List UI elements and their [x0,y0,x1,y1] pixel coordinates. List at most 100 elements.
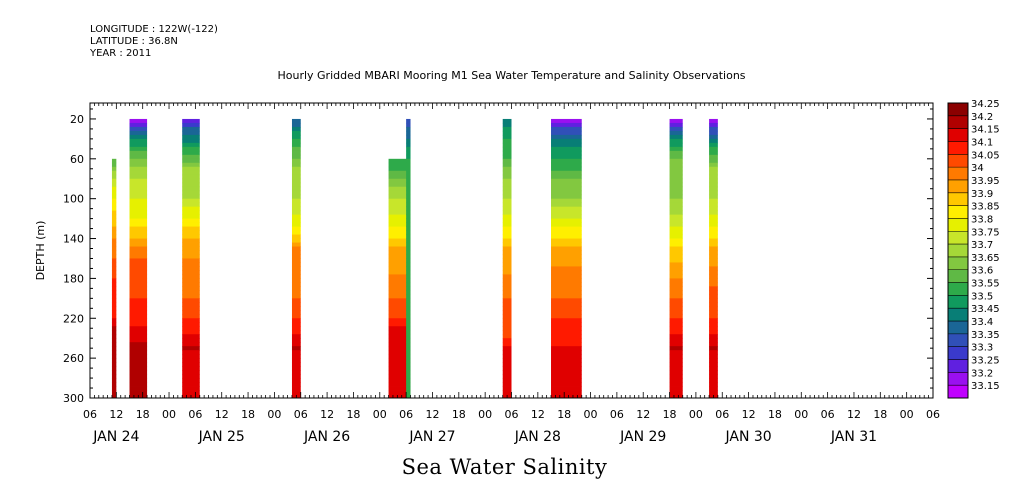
x-tick-label: 06 [715,408,729,421]
salinity-cell [129,262,148,267]
salinity-cell [111,238,117,243]
salinity-cell [406,234,411,239]
salinity-cell [182,194,200,200]
salinity-cell [709,242,718,247]
salinity-cell [111,362,117,367]
salinity-cell [388,318,411,323]
salinity-cell [182,298,200,303]
salinity-cell [406,274,411,279]
salinity-cell [291,258,301,263]
salinity-cell [669,366,683,371]
salinity-cell [406,154,411,160]
salinity-cell [709,122,718,128]
salinity-cell [406,258,411,263]
x-tick-label: 00 [267,408,281,421]
x-day-label: JAN 30 [724,429,771,445]
salinity-cell [502,302,512,307]
colorbar-swatch [948,231,968,245]
salinity-cell [291,242,301,247]
salinity-cell [669,378,683,383]
salinity-cell [129,266,148,271]
salinity-cell [502,254,512,259]
salinity-cell [388,278,411,283]
x-day-label: JAN 29 [619,429,666,445]
salinity-cell [182,290,200,295]
salinity-cell [502,162,512,168]
colorbar-label: 33.75 [971,227,1000,238]
salinity-cell [182,202,200,208]
salinity-cell [669,322,683,327]
salinity-cell [291,226,301,231]
salinity-cell [551,154,582,160]
data-columns [111,118,718,399]
salinity-cell [669,138,683,144]
salinity-cell [502,134,512,140]
salinity-cell [291,270,301,275]
x-tick-label: 12 [215,408,229,421]
salinity-cell [709,258,718,263]
colorbar-swatch [948,295,968,309]
salinity-cell [182,330,200,335]
salinity-cell [669,134,683,140]
x-tick-label: 00 [478,408,492,421]
salinity-cell [129,338,148,343]
x-tick-label: 06 [294,408,308,421]
x-tick-label: 12 [636,408,650,421]
colorbar-swatch [948,346,968,360]
salinity-cell [129,314,148,319]
salinity-cell [291,126,301,132]
salinity-cell [111,170,117,176]
salinity-cell [291,246,301,251]
salinity-cell [182,274,200,279]
salinity-cell [291,306,301,311]
salinity-cell [182,162,200,168]
salinity-cell [129,170,148,176]
salinity-cell [129,142,148,148]
salinity-cell [709,342,718,347]
salinity-cell [388,386,411,391]
salinity-cell [291,178,301,184]
salinity-cell [406,202,411,208]
salinity-cell [291,210,301,216]
salinity-cell [406,338,411,343]
colorbar-swatch [948,141,968,155]
salinity-cell [709,198,718,204]
salinity-cell [502,306,512,311]
salinity-cell [129,214,148,220]
salinity-cell [291,370,301,375]
salinity-cell [406,278,411,283]
salinity-cell [709,134,718,140]
salinity-cell [406,378,411,383]
salinity-cell [129,146,148,152]
salinity-cell [406,118,411,124]
salinity-cell [709,186,718,192]
salinity-cell [406,226,411,231]
salinity-cell [182,234,200,239]
salinity-cell [291,170,301,176]
salinity-cell [502,270,512,275]
colorbar-swatch [948,372,968,386]
salinity-cell [502,282,512,287]
salinity-cell [709,118,718,124]
salinity-cell [291,174,301,180]
salinity-cell [551,394,582,399]
salinity-cell [669,210,683,216]
salinity-cell [388,358,411,363]
salinity-cell [669,162,683,168]
salinity-cell [551,290,582,295]
salinity-cell [111,286,117,291]
salinity-cell [388,342,411,347]
salinity-cell [551,202,582,208]
x-tick-label: 06 [821,408,835,421]
salinity-cell [291,274,301,279]
salinity-cell [111,210,117,216]
salinity-cell [182,134,200,140]
salinity-cell [129,386,148,391]
salinity-cell [709,138,718,144]
data-column [709,118,718,399]
salinity-cell [406,286,411,291]
salinity-cell [388,238,411,243]
x-tick-label: 00 [794,408,808,421]
salinity-cell [291,166,301,172]
salinity-cell [111,262,117,267]
